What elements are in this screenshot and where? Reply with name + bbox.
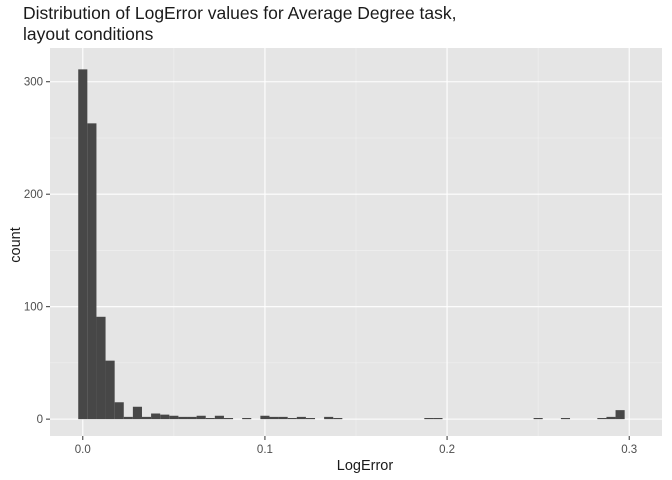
histogram-bar (87, 123, 97, 420)
histogram-bars (78, 69, 625, 420)
histogram-bar (78, 69, 88, 420)
x-tick-label: 0.2 (439, 444, 455, 456)
histogram-bar (269, 416, 279, 420)
histogram-bar (160, 414, 170, 420)
histogram-bar (132, 406, 142, 420)
histogram-bar (260, 415, 270, 420)
x-axis-title: LogError (337, 458, 394, 474)
histogram-bar (169, 415, 179, 420)
histogram-bar (151, 413, 161, 420)
x-tick-label: 0.3 (621, 444, 637, 456)
chart-title: Distribution of LogError values for Aver… (23, 3, 457, 23)
histogram-bar (187, 416, 197, 420)
histogram-bar (433, 418, 443, 420)
y-tick-label: 300 (24, 77, 43, 89)
histogram-bar (615, 410, 625, 420)
y-tick-label: 100 (24, 302, 43, 314)
x-axis-ticks: 0.0 0.1 0.2 0.3 (75, 436, 637, 456)
histogram-bar (533, 418, 543, 420)
histogram-bar (287, 418, 297, 420)
histogram-bar (114, 402, 124, 420)
histogram-bar (333, 418, 343, 420)
histogram-bar (178, 416, 188, 420)
y-axis-title: count (8, 227, 24, 262)
histogram-bar (242, 418, 252, 420)
histogram-bar (305, 418, 316, 420)
histogram-bar (296, 416, 306, 420)
histogram-bar (560, 418, 571, 420)
histogram-bar (606, 416, 616, 420)
histogram-bar (597, 418, 607, 420)
histogram-bar (278, 416, 288, 420)
minor-gridlines (50, 48, 662, 436)
x-tick-label: 0.0 (75, 444, 91, 456)
histogram-bar (196, 415, 206, 420)
histogram-bar (205, 418, 215, 420)
histogram-bar (223, 418, 234, 420)
y-tick-label: 0 (37, 414, 43, 426)
histogram-bar (324, 416, 334, 420)
histogram-bar (123, 416, 133, 420)
histogram-bar (424, 418, 434, 420)
y-axis-ticks: 0 100 200 300 (24, 77, 50, 426)
x-tick-label: 0.1 (257, 444, 273, 456)
histogram-bar (96, 316, 106, 420)
histogram-bar (141, 416, 152, 420)
histogram-bar (214, 415, 224, 420)
chart-subtitle: layout conditions (23, 24, 154, 44)
y-tick-label: 200 (24, 189, 43, 201)
histogram-bar (105, 360, 115, 420)
